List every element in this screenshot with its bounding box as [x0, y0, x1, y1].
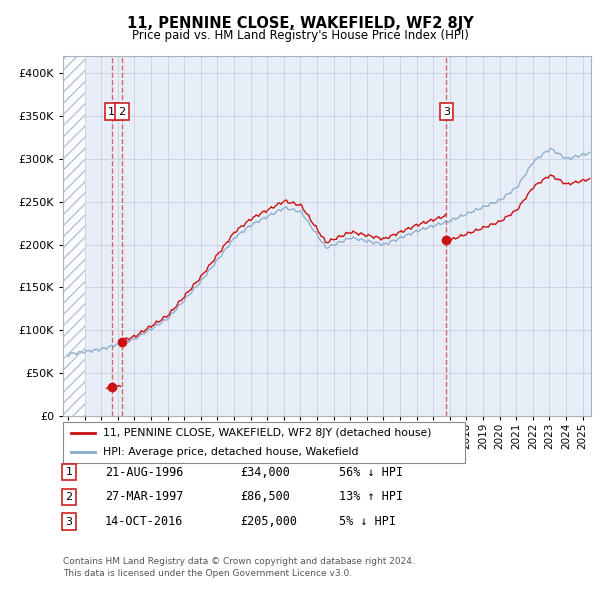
Text: 2: 2 [65, 492, 73, 502]
Text: HPI: Average price, detached house, Wakefield: HPI: Average price, detached house, Wake… [103, 447, 359, 457]
Bar [63, 56, 85, 416]
Text: 11, PENNINE CLOSE, WAKEFIELD, WF2 8JY: 11, PENNINE CLOSE, WAKEFIELD, WF2 8JY [127, 16, 473, 31]
Text: £34,000: £34,000 [240, 466, 290, 478]
Text: 5% ↓ HPI: 5% ↓ HPI [339, 515, 396, 528]
Text: 1: 1 [109, 107, 115, 117]
FancyBboxPatch shape [63, 422, 465, 463]
Text: 14-OCT-2016: 14-OCT-2016 [105, 515, 184, 528]
Text: £205,000: £205,000 [240, 515, 297, 528]
Text: 13% ↑ HPI: 13% ↑ HPI [339, 490, 403, 503]
Text: 56% ↓ HPI: 56% ↓ HPI [339, 466, 403, 478]
Text: 11, PENNINE CLOSE, WAKEFIELD, WF2 8JY (detached house): 11, PENNINE CLOSE, WAKEFIELD, WF2 8JY (d… [103, 428, 432, 438]
Text: 21-AUG-1996: 21-AUG-1996 [105, 466, 184, 478]
Text: 3: 3 [443, 107, 450, 117]
Text: 1: 1 [65, 467, 73, 477]
Text: Price paid vs. HM Land Registry's House Price Index (HPI): Price paid vs. HM Land Registry's House … [131, 30, 469, 42]
Text: 3: 3 [65, 517, 73, 526]
Text: This data is licensed under the Open Government Licence v3.0.: This data is licensed under the Open Gov… [63, 569, 352, 578]
Text: Contains HM Land Registry data © Crown copyright and database right 2024.: Contains HM Land Registry data © Crown c… [63, 558, 415, 566]
Text: 27-MAR-1997: 27-MAR-1997 [105, 490, 184, 503]
Text: £86,500: £86,500 [240, 490, 290, 503]
Text: 2: 2 [118, 107, 125, 117]
